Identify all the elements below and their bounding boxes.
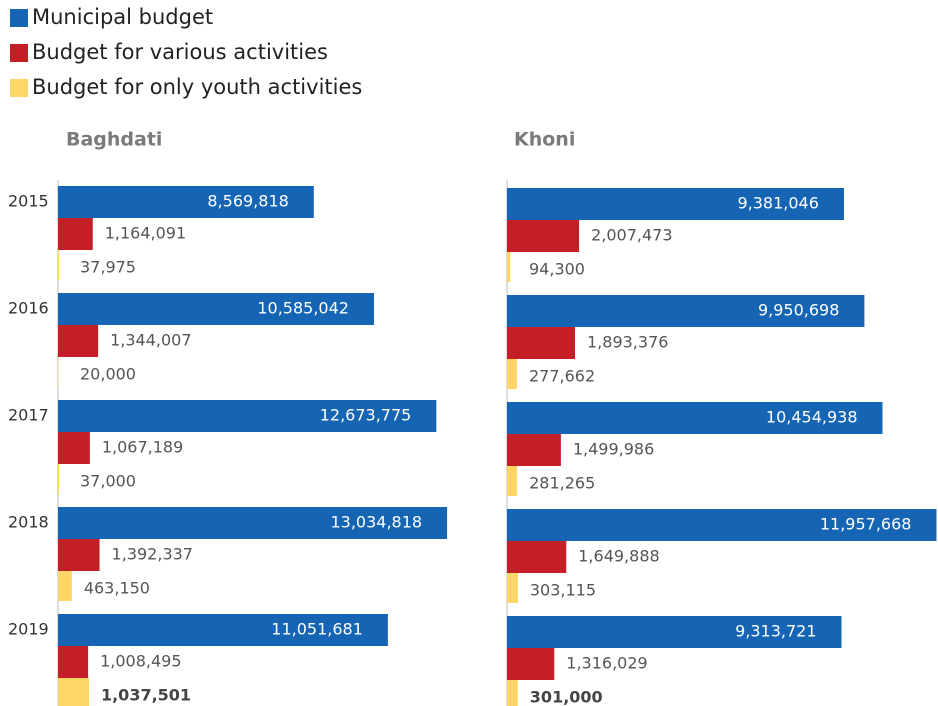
- value-label: 20,000: [80, 365, 136, 384]
- legend-label: Budget for only youth activities: [32, 75, 362, 99]
- legend-label: Municipal budget: [32, 5, 213, 29]
- legend-swatch: [10, 44, 28, 62]
- value-label: 1,067,189: [102, 438, 183, 457]
- value-label: 9,950,698: [758, 301, 839, 320]
- bar: [58, 293, 374, 325]
- value-label: 1,037,501: [101, 686, 191, 705]
- bar: [58, 614, 388, 646]
- value-label: 12,673,775: [320, 406, 412, 425]
- value-label: 9,381,046: [737, 194, 818, 213]
- bar: [507, 295, 865, 327]
- bar: [58, 539, 100, 571]
- value-label: 8,569,818: [207, 192, 288, 211]
- legend-swatch: [10, 79, 28, 97]
- panel-title: Khoni: [514, 129, 575, 151]
- bar: [507, 509, 937, 541]
- year-label: 2016: [8, 299, 49, 318]
- value-label: 11,957,668: [820, 515, 912, 534]
- value-label: 1,008,495: [100, 652, 181, 671]
- value-label: 1,893,376: [587, 333, 668, 352]
- bar: [507, 616, 842, 648]
- value-label: 1,316,029: [566, 654, 647, 673]
- bar: [58, 646, 89, 678]
- value-label: 13,034,818: [330, 513, 422, 532]
- bar: [58, 464, 60, 494]
- value-label: 37,975: [80, 258, 136, 277]
- bar: [58, 507, 448, 539]
- year-label: 2018: [8, 513, 49, 532]
- bar: [58, 218, 93, 250]
- bar: [58, 357, 59, 387]
- value-label: 10,585,042: [257, 299, 349, 318]
- value-label: 1,392,337: [112, 545, 193, 564]
- bar: [507, 359, 517, 389]
- value-label: 281,265: [529, 474, 595, 493]
- value-label: 1,499,986: [573, 440, 654, 459]
- bar: [507, 648, 555, 680]
- value-label: 11,051,681: [271, 620, 363, 639]
- value-label: 277,662: [529, 367, 595, 386]
- value-label: 1,649,888: [578, 547, 659, 566]
- bar: [507, 573, 518, 603]
- bar: [507, 188, 844, 220]
- bar: [507, 327, 576, 359]
- value-label: 94,300: [529, 260, 585, 279]
- bar: [507, 220, 580, 252]
- bar: [58, 325, 99, 357]
- bar: [58, 400, 437, 432]
- bar: [58, 678, 89, 706]
- bar: [58, 186, 314, 218]
- value-label: 9,313,721: [735, 622, 816, 641]
- value-label: 10,454,938: [766, 408, 858, 427]
- value-label: 301,000: [530, 688, 603, 706]
- value-label: 2,007,473: [591, 226, 672, 245]
- value-label: 463,150: [84, 579, 150, 598]
- panel-title: Baghdati: [66, 129, 162, 151]
- bar: [507, 466, 518, 496]
- bar: [58, 571, 72, 601]
- bar: [507, 402, 883, 434]
- bar: [58, 250, 60, 280]
- year-label: 2017: [8, 406, 49, 425]
- bar: [507, 434, 561, 466]
- legend-label: Budget for various activities: [32, 40, 328, 64]
- value-label: 37,000: [80, 472, 136, 491]
- value-label: 1,164,091: [105, 224, 186, 243]
- bar: [58, 432, 90, 464]
- bar: [507, 252, 511, 282]
- bar: [507, 680, 518, 706]
- year-label: 2015: [8, 192, 49, 211]
- legend-swatch: [10, 9, 28, 27]
- value-label: 1,344,007: [110, 331, 191, 350]
- year-label: 2019: [8, 620, 49, 639]
- bar: [507, 541, 567, 573]
- value-label: 303,115: [530, 581, 596, 600]
